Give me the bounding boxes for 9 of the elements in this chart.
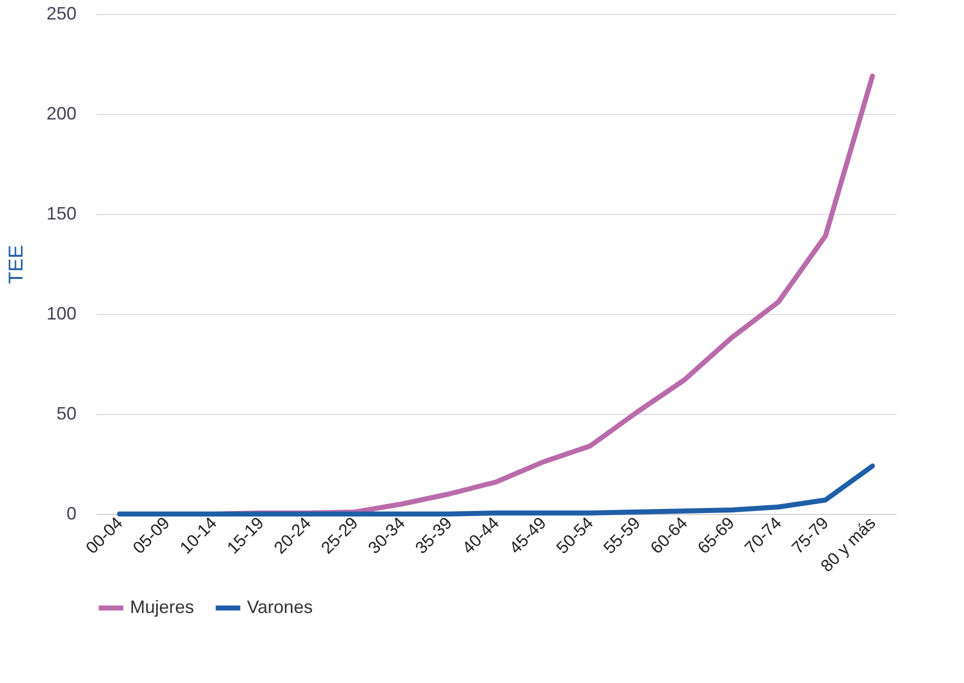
y-tick-label: 50 (56, 404, 76, 424)
y-tick-label: 200 (46, 104, 76, 124)
y-tick-label: 150 (46, 204, 76, 224)
y-tick-label: 250 (46, 4, 76, 24)
y-tick-label: 100 (46, 304, 76, 324)
legend-label: Varones (247, 597, 313, 617)
legend-label: Mujeres (130, 597, 194, 617)
y-tick-label: 0 (66, 504, 76, 524)
y-axis-title: TEE (5, 245, 28, 284)
